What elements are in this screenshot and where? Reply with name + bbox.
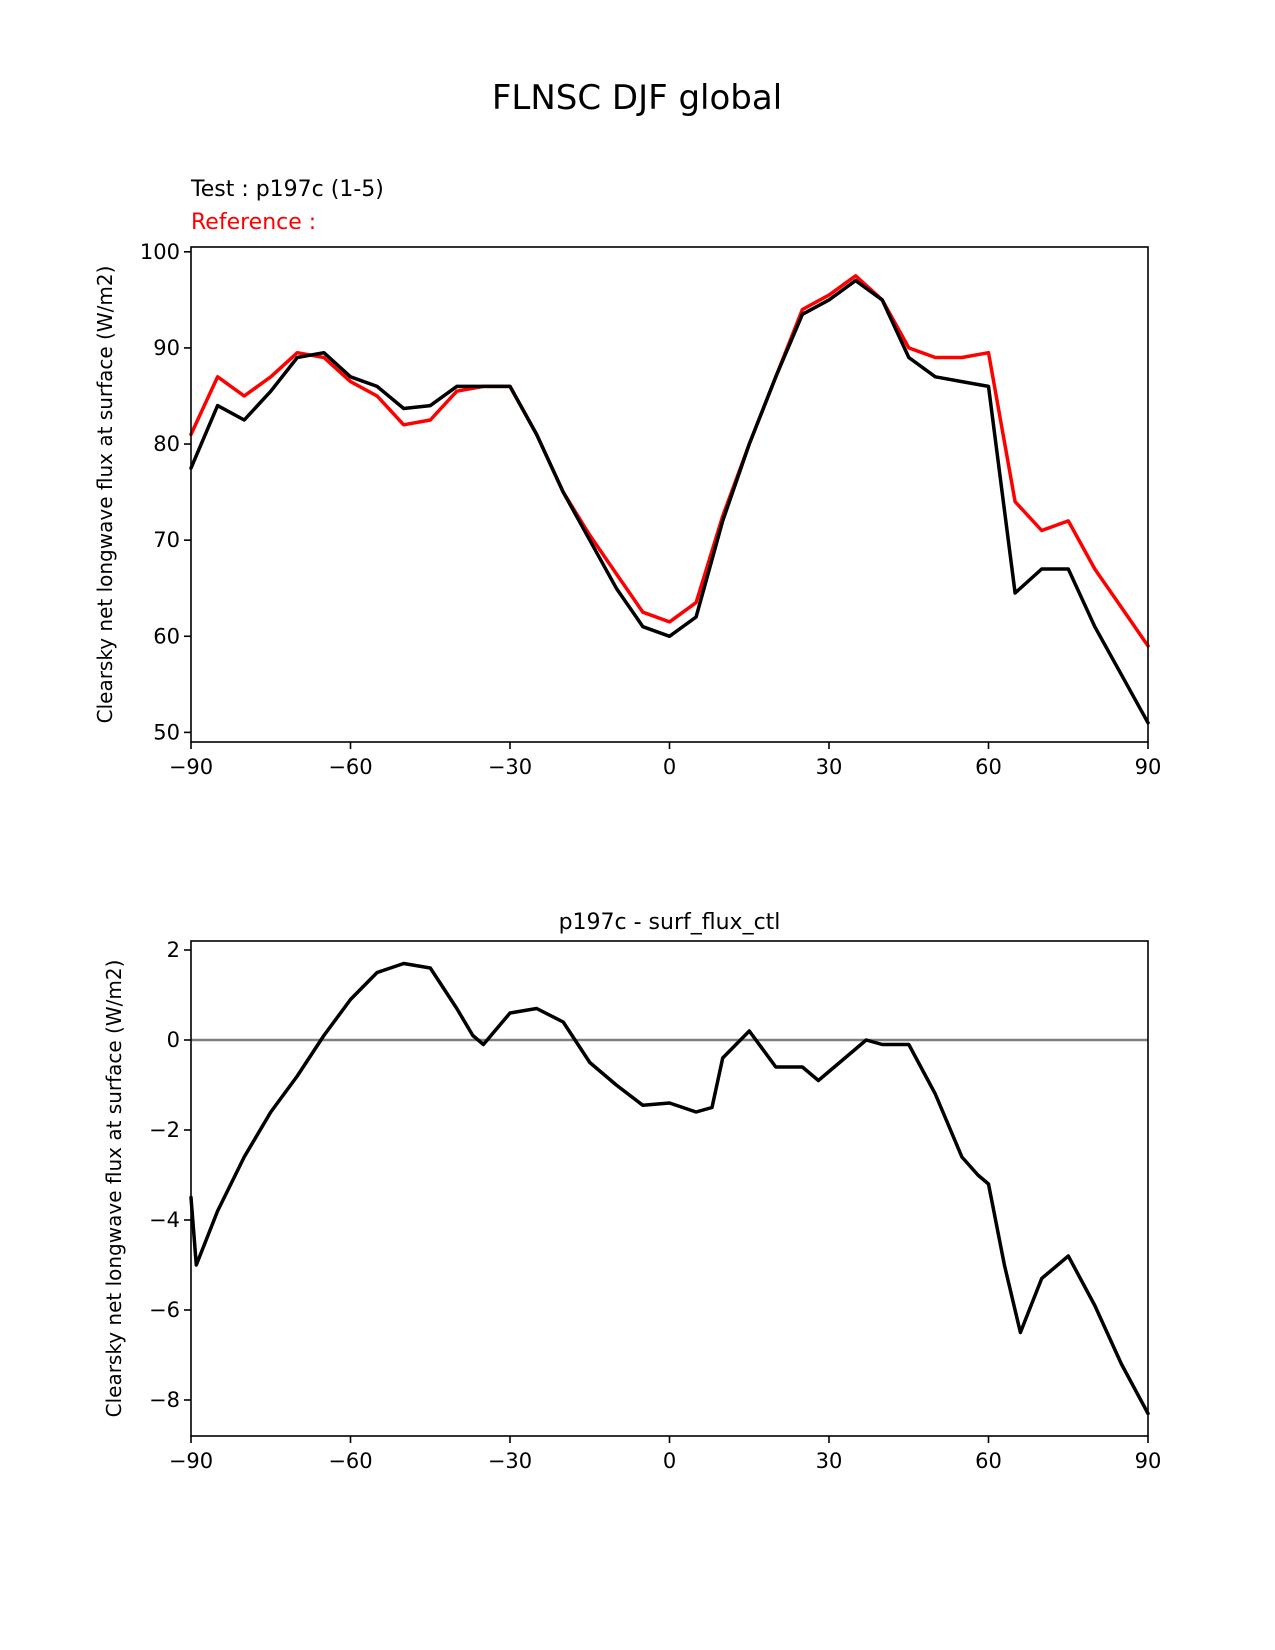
x-tick-label: 90 (1135, 1449, 1162, 1473)
x-tick-label: 30 (816, 1449, 843, 1473)
x-tick-label: −60 (328, 755, 372, 779)
y-tick-label: 100 (140, 240, 180, 264)
reference-label: Reference : (191, 210, 316, 235)
figure-title: FLNSC DJF global (492, 78, 782, 118)
series-line-test (189, 961, 1150, 1416)
profile-plot: −90 −60 −30 0 30 60 90 50 60 70 80 90 100 Clearsky ne… (93, 240, 1161, 779)
y-tick-label: 2 (167, 938, 180, 962)
y-tick-label: 80 (153, 432, 180, 456)
y-tick-label: −4 (149, 1208, 180, 1232)
x-tick-label: −30 (488, 755, 532, 779)
y-axis-label: Clearsky net longwave flux at surface (W… (102, 960, 126, 1418)
x-tick-label: 30 (816, 755, 843, 779)
series-group (189, 274, 1150, 725)
y-tick-label: −8 (149, 1388, 180, 1412)
x-tick-label: −60 (328, 1449, 372, 1473)
x-tick-label: 90 (1135, 755, 1162, 779)
x-tick-label: 60 (975, 1449, 1002, 1473)
x-tick-label: −90 (169, 1449, 213, 1473)
plot-frame (190, 940, 1149, 1437)
y-axis-label: Clearsky net longwave flux at surface (W… (93, 266, 117, 724)
plot-frame (190, 246, 1149, 743)
x-tick-label: −90 (169, 755, 213, 779)
y-tick-label: −6 (149, 1298, 180, 1322)
y-tick-label: −2 (149, 1118, 180, 1142)
y-tick-label: 60 (153, 624, 180, 648)
y-tick-label: 50 (153, 720, 180, 744)
difference-plot: p197c - surf_flux_ctl −90 −60 −30 0 30 60 90 2 0 −… (102, 910, 1161, 1473)
x-tick-label: 0 (663, 1449, 676, 1473)
y-tick-label: 70 (153, 528, 180, 552)
series-group (189, 961, 1150, 1416)
test-label: Test : p197c (1-5) (190, 177, 384, 202)
plot-title: p197c - surf_flux_ctl (559, 910, 781, 935)
x-tick-label: 0 (663, 755, 676, 779)
y-tick-label: 90 (153, 336, 180, 360)
x-tick-label: −30 (488, 1449, 532, 1473)
series-line-test (189, 278, 1150, 725)
y-tick-label: 0 (167, 1028, 180, 1052)
series-line-reference (189, 274, 1150, 648)
x-tick-label: 60 (975, 755, 1002, 779)
